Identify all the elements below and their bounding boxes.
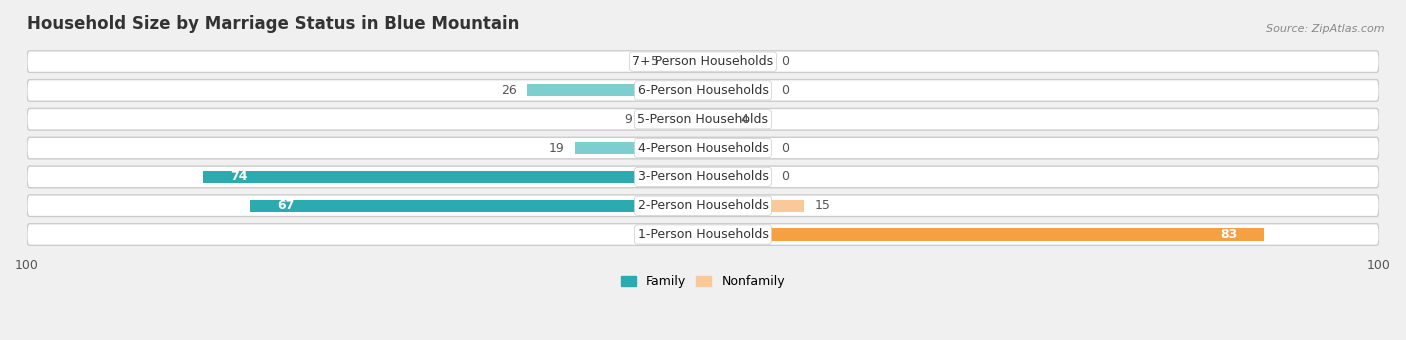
Text: 74: 74 bbox=[229, 170, 247, 183]
Text: 4-Person Households: 4-Person Households bbox=[637, 141, 769, 155]
Text: 6-Person Households: 6-Person Households bbox=[637, 84, 769, 97]
Text: 9: 9 bbox=[624, 113, 633, 126]
Bar bbox=[669, 55, 703, 68]
FancyBboxPatch shape bbox=[27, 137, 1379, 159]
Bar bbox=[703, 200, 804, 212]
Text: 26: 26 bbox=[502, 84, 517, 97]
FancyBboxPatch shape bbox=[27, 224, 1379, 245]
Text: 0: 0 bbox=[780, 84, 789, 97]
Bar bbox=[703, 171, 770, 183]
Text: 4: 4 bbox=[740, 113, 748, 126]
FancyBboxPatch shape bbox=[27, 166, 1379, 188]
FancyBboxPatch shape bbox=[27, 108, 1379, 130]
Text: 1-Person Households: 1-Person Households bbox=[637, 228, 769, 241]
Bar bbox=[527, 84, 703, 97]
Bar bbox=[703, 113, 730, 125]
Text: 83: 83 bbox=[1220, 228, 1237, 241]
Text: 2-Person Households: 2-Person Households bbox=[637, 199, 769, 212]
Text: 5: 5 bbox=[651, 55, 659, 68]
FancyBboxPatch shape bbox=[27, 51, 1379, 72]
Text: 19: 19 bbox=[548, 141, 564, 155]
Text: 15: 15 bbox=[814, 199, 831, 212]
Text: 0: 0 bbox=[780, 55, 789, 68]
Text: 3-Person Households: 3-Person Households bbox=[637, 170, 769, 183]
Bar bbox=[643, 113, 703, 125]
Bar bbox=[703, 84, 770, 97]
Text: 5-Person Households: 5-Person Households bbox=[637, 113, 769, 126]
Bar bbox=[703, 142, 770, 154]
Text: 0: 0 bbox=[780, 170, 789, 183]
Text: Household Size by Marriage Status in Blue Mountain: Household Size by Marriage Status in Blu… bbox=[27, 15, 519, 33]
Text: Source: ZipAtlas.com: Source: ZipAtlas.com bbox=[1267, 24, 1385, 34]
Text: 7+ Person Households: 7+ Person Households bbox=[633, 55, 773, 68]
Legend: Family, Nonfamily: Family, Nonfamily bbox=[616, 270, 790, 293]
FancyBboxPatch shape bbox=[27, 195, 1379, 217]
Bar bbox=[202, 171, 703, 183]
FancyBboxPatch shape bbox=[27, 80, 1379, 101]
Bar bbox=[250, 200, 703, 212]
Bar bbox=[703, 55, 770, 68]
Bar bbox=[575, 142, 703, 154]
Text: 67: 67 bbox=[277, 199, 294, 212]
Text: 0: 0 bbox=[780, 141, 789, 155]
Bar bbox=[703, 228, 1264, 241]
